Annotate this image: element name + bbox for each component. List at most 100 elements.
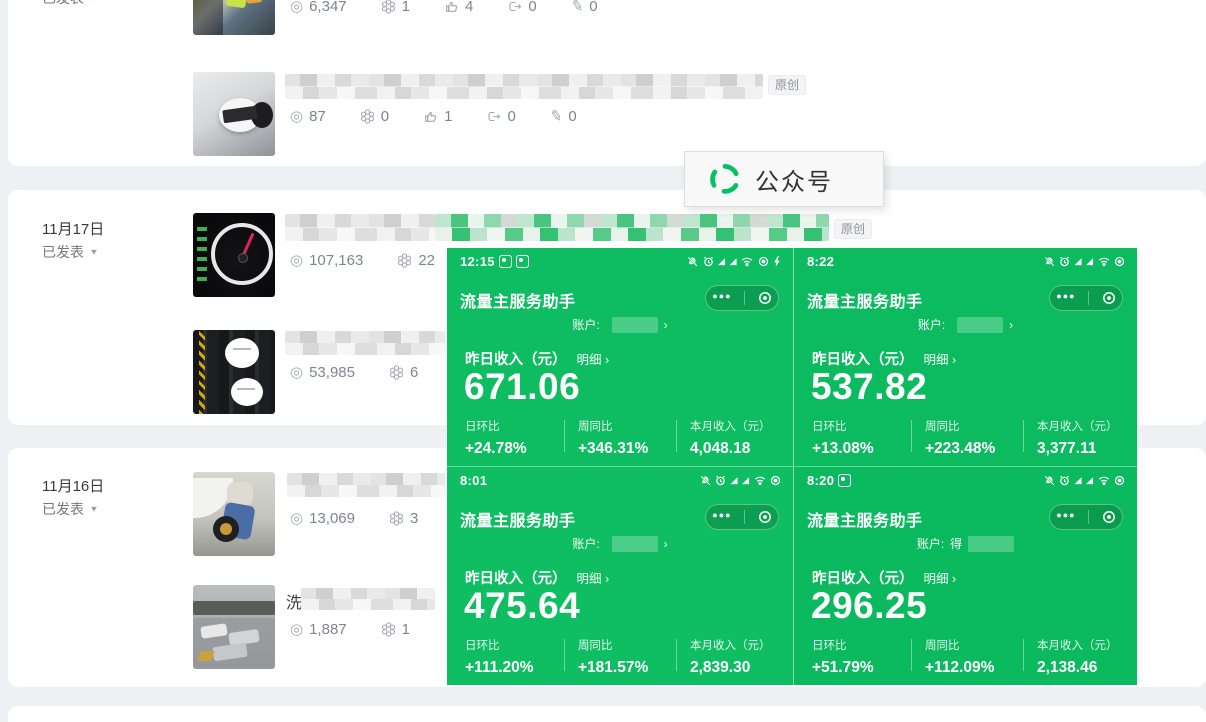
account-row[interactable]: 账户: 得 <box>794 535 1137 552</box>
account-row[interactable]: 账户: › <box>794 316 1137 333</box>
more-icon[interactable]: ●●● <box>712 510 732 520</box>
miniprogram-capsule[interactable]: ●●● <box>1049 504 1123 530</box>
views-icon: ◎ <box>290 510 304 527</box>
mute-icon <box>699 474 711 486</box>
stat-views: ◎ 13,069 <box>290 510 355 527</box>
section-status-dropdown[interactable]: 已发表 ▼ <box>42 242 99 262</box>
thumbs-up-icon <box>446 1 458 12</box>
account-name-prefix: 得 <box>950 537 963 551</box>
section-status-dropdown[interactable]: 已发表 ▼ <box>42 499 99 519</box>
miniprogram-capsule[interactable]: ●●● <box>705 285 779 311</box>
signal-icon: ◢ <box>718 255 726 266</box>
capsule-divider <box>744 291 746 305</box>
month-income-col: 本月收入（元） 2,138.46 <box>1037 640 1118 676</box>
close-target-icon[interactable] <box>1102 291 1116 305</box>
wow-flower-icon <box>389 511 404 526</box>
account-row[interactable]: 账户: › <box>447 316 793 333</box>
detail-link[interactable]: 明细 › <box>923 353 957 367</box>
revenue-header: 昨日收入（元） 明细 › <box>465 348 609 369</box>
col-divider <box>676 420 677 452</box>
notification-app-icon <box>498 255 512 268</box>
thumb-art <box>251 102 273 128</box>
miniprogram-title: 流量主服务助手 <box>807 513 923 530</box>
signal-icon: ◢ <box>1074 255 1082 266</box>
month-income-col: 本月收入（元） 4,048.18 <box>690 421 771 457</box>
brand-label: 公众号 <box>755 168 833 196</box>
account-row[interactable]: 账户: › <box>447 535 793 552</box>
statusbar-time: 8:01 <box>460 473 488 488</box>
month-income-col: 本月收入（元） 2,839.30 <box>690 640 771 676</box>
status-label: 已发表 <box>42 0 84 8</box>
more-icon[interactable]: ●●● <box>712 291 732 301</box>
stat-wow: 1 <box>381 0 410 15</box>
detail-link[interactable]: 明细 › <box>923 572 957 586</box>
detail-link[interactable]: 明细 › <box>576 572 610 586</box>
feed-section-bottom <box>8 706 1206 722</box>
views-icon: ◎ <box>290 0 304 15</box>
day-ratio-col: 日环比 +24.78% <box>465 421 527 457</box>
stat-views: ◎ 107,163 <box>290 252 364 269</box>
article-thumbnail[interactable] <box>193 472 275 556</box>
close-target-icon[interactable] <box>758 510 772 524</box>
article-thumbnail[interactable] <box>193 213 275 297</box>
article-thumbnail[interactable] <box>193 585 275 669</box>
capsule-divider <box>1088 510 1090 524</box>
mute-icon <box>1043 474 1055 486</box>
wifi-icon <box>754 476 765 485</box>
account-label: 账户: <box>916 537 945 551</box>
revenue-card: 12:15 ◢ ◢ 流量主服务助手 ●●● 账户: › 昨日收入（元） 明 <box>447 248 793 466</box>
article-stats-row: ◎ 107,163 22 <box>290 252 469 269</box>
yesterday-income-label: 昨日收入（元） <box>465 352 567 368</box>
signal-icon: ◢ <box>729 255 737 266</box>
more-icon[interactable]: ●●● <box>1056 510 1076 520</box>
thumbs-up-icon <box>425 111 437 122</box>
share-icon <box>488 111 501 122</box>
article-thumbnail[interactable] <box>193 0 275 35</box>
article-stats-row: ◎ 53,985 6 <box>290 364 452 381</box>
miniprogram-title: 流量主服务助手 <box>807 294 923 311</box>
blurred-account-name <box>968 535 1015 552</box>
thumb-art <box>212 642 248 662</box>
top-status-clipped[interactable]: 已发表 ▼ <box>42 0 99 8</box>
miniprogram-capsule[interactable]: ●●● <box>1049 285 1123 311</box>
day-ratio-col: 日环比 +111.20% <box>465 640 534 676</box>
col-divider <box>564 420 565 452</box>
pencil-icon: ✎ <box>569 0 585 16</box>
statusbar-time: 8:20 <box>807 473 852 488</box>
more-icon[interactable]: ●●● <box>1056 291 1076 301</box>
thumb-art <box>199 330 205 414</box>
status-label: 已发表 <box>42 501 84 517</box>
miniprogram-capsule[interactable]: ●●● <box>705 504 779 530</box>
article-thumbnail[interactable] <box>193 72 275 156</box>
thumb-art <box>238 253 248 263</box>
article-stats-row: ◎ 87 0 1 0 ✎ 0 <box>290 107 611 126</box>
views-icon: ◎ <box>290 252 304 269</box>
signal-icon: ◢ <box>742 474 749 485</box>
article-thumbnail[interactable] <box>193 330 275 414</box>
col-divider <box>1023 420 1024 452</box>
alarm-icon <box>1060 256 1070 266</box>
battery-icon <box>770 475 781 485</box>
wow-flower-icon <box>398 253 412 268</box>
col-divider <box>1023 639 1024 671</box>
close-target-icon[interactable] <box>758 291 772 305</box>
stat-edits: ✎ 0 <box>569 0 598 16</box>
detail-link[interactable]: 明细 › <box>576 353 610 367</box>
views-icon: ◎ <box>290 108 304 125</box>
revenue-header: 昨日收入（元） 明细 › <box>812 567 956 588</box>
close-target-icon[interactable] <box>1102 510 1116 524</box>
stat-views: ◎ 1,887 <box>290 621 347 638</box>
pencil-icon: ✎ <box>548 107 564 126</box>
stat-views: ◎ 6,347 <box>290 0 347 15</box>
yesterday-income-amount: 537.82 <box>811 366 928 407</box>
blurred-article-title <box>285 331 445 355</box>
month-income-col: 本月收入（元） 3,377.11 <box>1037 421 1118 457</box>
stat-edits: ✎ 0 <box>548 107 577 126</box>
views-icon: ◎ <box>290 621 304 638</box>
section-date: 11月17日 <box>42 221 105 238</box>
wifi-icon <box>1098 257 1109 266</box>
blurred-article-title <box>301 588 435 610</box>
stat-wow: 3 <box>389 510 418 527</box>
day-ratio-col: 日环比 +13.08% <box>812 421 874 457</box>
